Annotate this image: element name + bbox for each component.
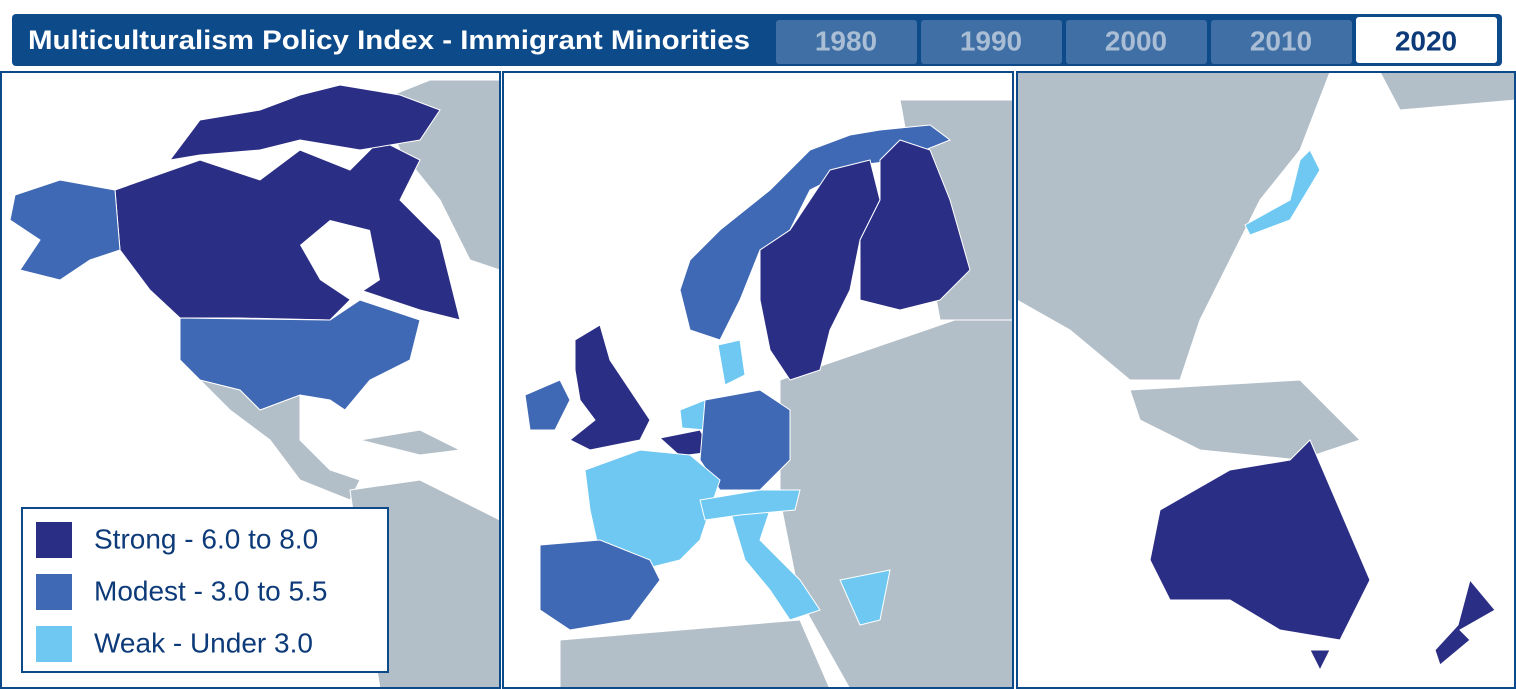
france (584, 449, 721, 571)
tab-label[interactable]: 1980 (815, 25, 877, 56)
legend (21, 507, 389, 673)
sweden (759, 159, 881, 381)
legend-items: Strong - 6.0 to 8.0 Modest - 3.0 to 5.5 We… (36, 522, 327, 662)
tab[interactable] (921, 20, 1062, 64)
usa (179, 299, 421, 411)
ireland (524, 379, 571, 431)
germany (699, 389, 791, 491)
tab-label[interactable]: 2020 (1395, 25, 1457, 56)
tab[interactable] (776, 20, 917, 64)
tasmania (1309, 649, 1331, 672)
alaska (9, 179, 121, 281)
map-north-america (9, 79, 500, 689)
new-zealand (1434, 578, 1496, 666)
land (1017, 72, 1331, 381)
uk (569, 324, 651, 451)
tab[interactable] (1211, 20, 1352, 64)
canada-islands (168, 84, 441, 161)
denmark (717, 339, 746, 386)
legend-swatch (36, 522, 72, 558)
legend-label: Weak - Under 3.0 (94, 627, 313, 658)
legend-label: Strong - 6.0 to 8.0 (94, 523, 318, 554)
tab[interactable] (1066, 20, 1207, 64)
italy (729, 509, 821, 621)
tab[interactable] (1356, 17, 1497, 63)
map-europe (524, 99, 1013, 689)
switzerland-austria (699, 489, 801, 521)
header-title: Multiculturalism Policy Index - Immigran… (28, 25, 750, 55)
greece (839, 569, 891, 626)
panel-frames (0, 71, 1516, 689)
japan (1244, 149, 1321, 236)
iberia (539, 539, 661, 631)
map-asia-pacific (1017, 72, 1516, 672)
land (559, 619, 831, 689)
tab-label[interactable]: 1990 (960, 25, 1022, 56)
hudson-bay (300, 220, 380, 300)
australia (1149, 439, 1371, 641)
legend-swatch (36, 574, 72, 610)
land (359, 429, 462, 456)
land (1379, 72, 1516, 111)
legend-label: Modest - 3.0 to 5.5 (94, 575, 327, 606)
finland (859, 139, 971, 311)
tab-label[interactable]: 2000 (1105, 25, 1167, 56)
tabs: 1980 1990 2000 2010 2020 (776, 17, 1497, 64)
tab-label[interactable]: 2010 (1250, 25, 1312, 56)
legend-swatch (36, 626, 72, 662)
